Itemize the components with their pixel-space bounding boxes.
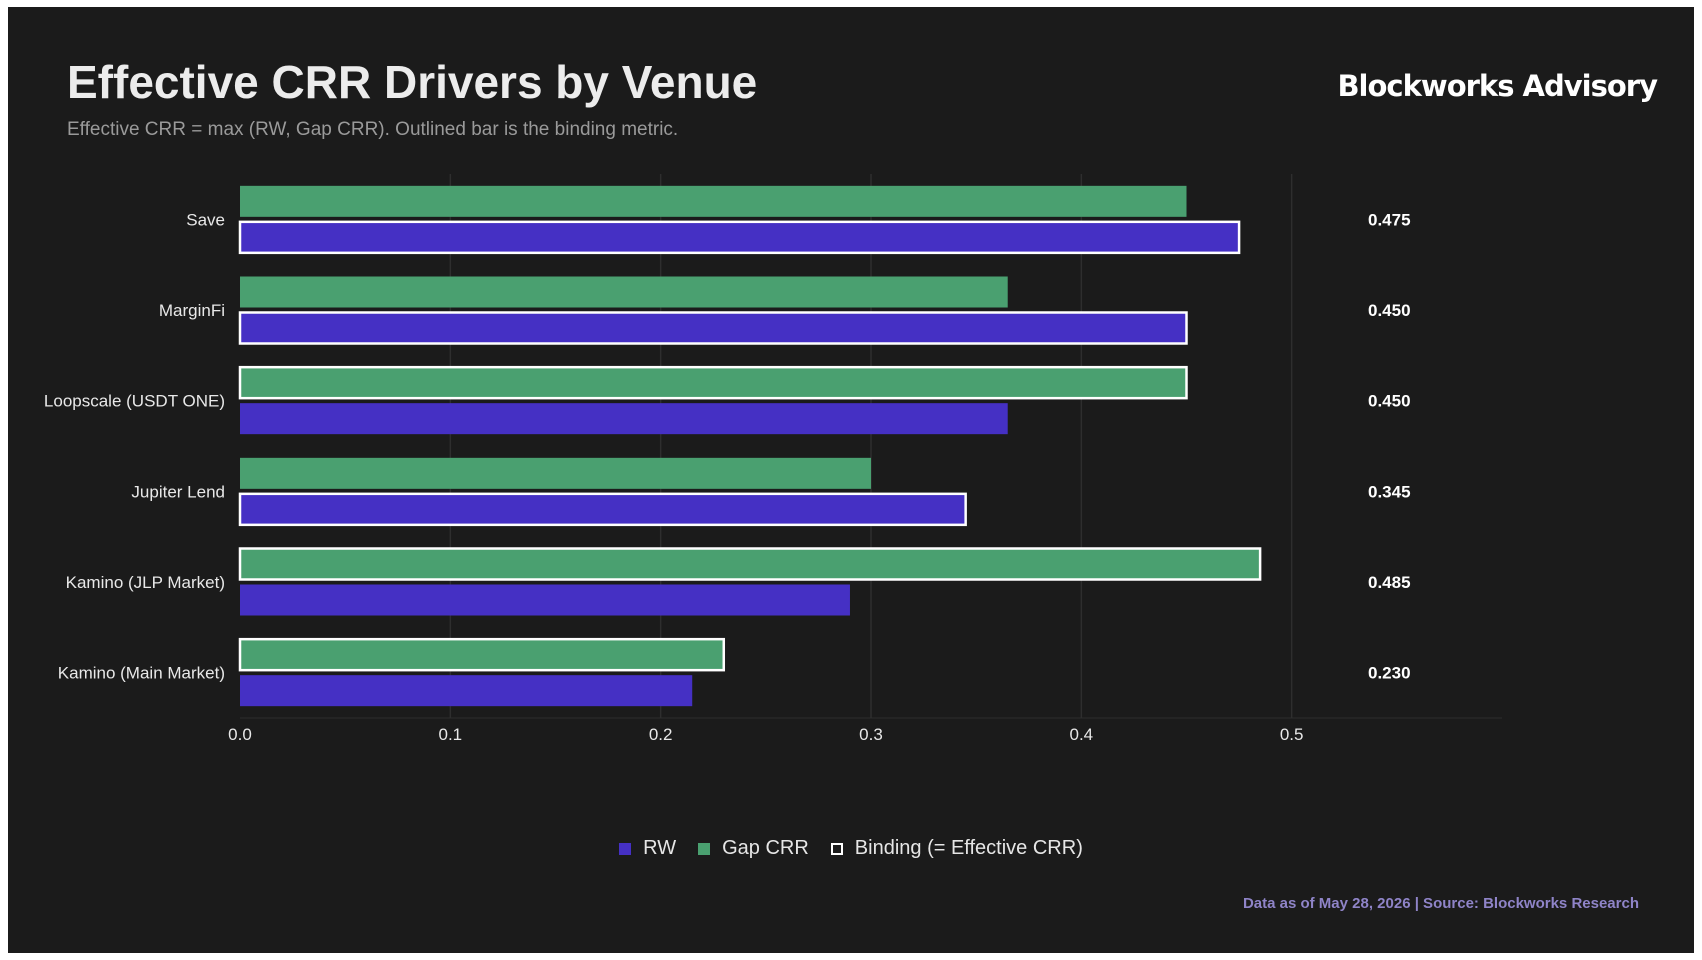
effective-crr-value-label: 0.450 [1368,392,1411,411]
effective-crr-value-label: 0.475 [1368,210,1411,229]
legend-label-gap-crr: Gap CRR [722,837,809,859]
legend-label-rw: RW [643,837,677,859]
x-tick-label: 0.2 [649,725,673,744]
x-tick-label: 0.0 [228,725,252,744]
category-label: Jupiter Lend [131,482,225,501]
effective-crr-value-label: 0.345 [1368,482,1411,501]
legend-item-gap-crr: Gap CRR [698,837,809,860]
source-footnote: Data as of May 28, 2026 | Source: Blockw… [1242,895,1639,912]
legend-item-rw: RW [619,837,676,860]
effective-crr-value-label: 0.230 [1368,664,1411,683]
legend-swatch-binding [830,842,843,855]
chart-subtitle: Effective CRR = max (RW, Gap CRR). Outli… [67,119,679,140]
bar-gap-crr [240,185,1187,217]
bar-chart: 0.0 0.1 0.2 0.3 0.4 0.5 Save 0.475 MarginFi 0.450… [44,174,1502,744]
bar-gap-crr [240,276,1008,308]
x-tick-label: 0.3 [859,725,883,744]
category-label: Kamino (JLP Market) [66,573,225,592]
bar-rw [238,492,967,527]
category-label: Kamino (Main Market) [58,664,225,683]
legend: RW Gap CRR Binding (= Effective CRR) [8,837,1694,860]
bar-rw [240,403,1008,435]
bar-gap-crr [238,365,1188,400]
chart-title: Effective CRR Drivers by Venue [67,56,758,108]
legend-item-binding: Binding (= Effective CRR) [830,837,1083,860]
bar-rw [238,311,1188,345]
bar-gap-crr [238,547,1262,581]
chart-panel: Effective CRR Drivers by Venue Effective… [8,7,1694,953]
legend-swatch-gap-crr [698,842,711,855]
bar-gap-crr [240,457,871,489]
legend-label-binding: Binding (= Effective CRR) [854,837,1083,859]
bar-rw [240,584,850,616]
effective-crr-value-label: 0.485 [1368,573,1411,592]
x-tick-label: 0.1 [439,725,463,744]
category-label: Loopscale (USDT ONE) [44,392,225,411]
bar-gap-crr [238,637,726,672]
bar-rw [240,675,693,707]
effective-crr-value-label: 0.450 [1368,301,1411,320]
bar-rw [238,220,1241,255]
x-tick-label: 0.5 [1280,725,1304,744]
category-label: Save [186,210,225,229]
category-label: MarginFi [159,301,225,320]
brand-logo: Blockworks Advisory [1337,69,1658,103]
legend-swatch-rw [619,842,632,855]
x-tick-label: 0.4 [1070,725,1094,744]
